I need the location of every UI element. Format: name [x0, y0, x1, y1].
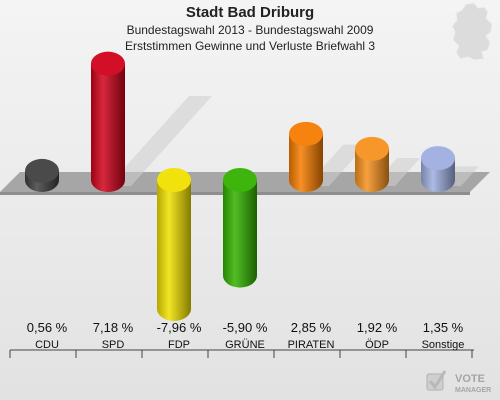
bar-bottom — [355, 168, 389, 192]
value-label: 1,35 % — [423, 320, 464, 335]
bar-bottom — [157, 296, 191, 321]
value-label: -7,96 % — [157, 320, 202, 335]
bar-body — [223, 180, 257, 276]
value-label: 7,18 % — [93, 320, 134, 335]
bar-piraten — [289, 121, 323, 192]
bar-bottom — [91, 168, 125, 192]
category-label: Sonstige — [422, 339, 465, 351]
category-label: SPD — [102, 339, 125, 351]
bar-top — [289, 121, 323, 146]
logo-text-vote: VOTE — [455, 373, 485, 385]
category-label: GRÜNE — [225, 339, 265, 351]
bar-bottom — [289, 168, 323, 192]
bar-cdu — [25, 158, 59, 192]
bar-top — [223, 168, 257, 192]
bar-top — [157, 168, 191, 192]
votemanager-logo: VOTE MANAGER — [426, 370, 491, 394]
bar-top — [421, 146, 455, 171]
bar-bottom — [421, 168, 455, 192]
category-label: ÖDP — [365, 339, 389, 351]
category-label: CDU — [35, 339, 59, 351]
germany-map-icon — [451, 2, 493, 61]
chart-title: Stadt Bad Driburg — [185, 4, 315, 21]
value-label: 2,85 % — [291, 320, 332, 335]
chart-subtitle-2: Erststimmen Gewinne und Verluste Briefwa… — [124, 39, 376, 53]
bar-ödp — [355, 136, 389, 192]
bar-shadow — [108, 96, 212, 186]
bar-body — [157, 180, 191, 309]
ballot-check-icon — [426, 370, 447, 391]
chart-subtitle: Bundestagswahl 2013 - Bundestagswahl 200… — [126, 23, 374, 37]
category-label: PIRATEN — [288, 339, 335, 351]
bar-sonstige — [421, 146, 455, 192]
value-label: -5,90 % — [223, 320, 268, 335]
bar-spd — [91, 51, 125, 192]
bar-bottom — [223, 263, 257, 288]
bar-top — [25, 158, 59, 183]
bar-top — [355, 136, 389, 161]
value-label: 0,56 % — [27, 320, 68, 335]
bar-top — [91, 51, 125, 76]
category-label: FDP — [168, 339, 190, 351]
value-label: 1,92 % — [357, 320, 398, 335]
bar-fdp — [157, 168, 191, 321]
bar-body — [91, 63, 125, 180]
bar-grüne — [223, 168, 257, 288]
logo-text-manager: MANAGER — [455, 387, 491, 394]
